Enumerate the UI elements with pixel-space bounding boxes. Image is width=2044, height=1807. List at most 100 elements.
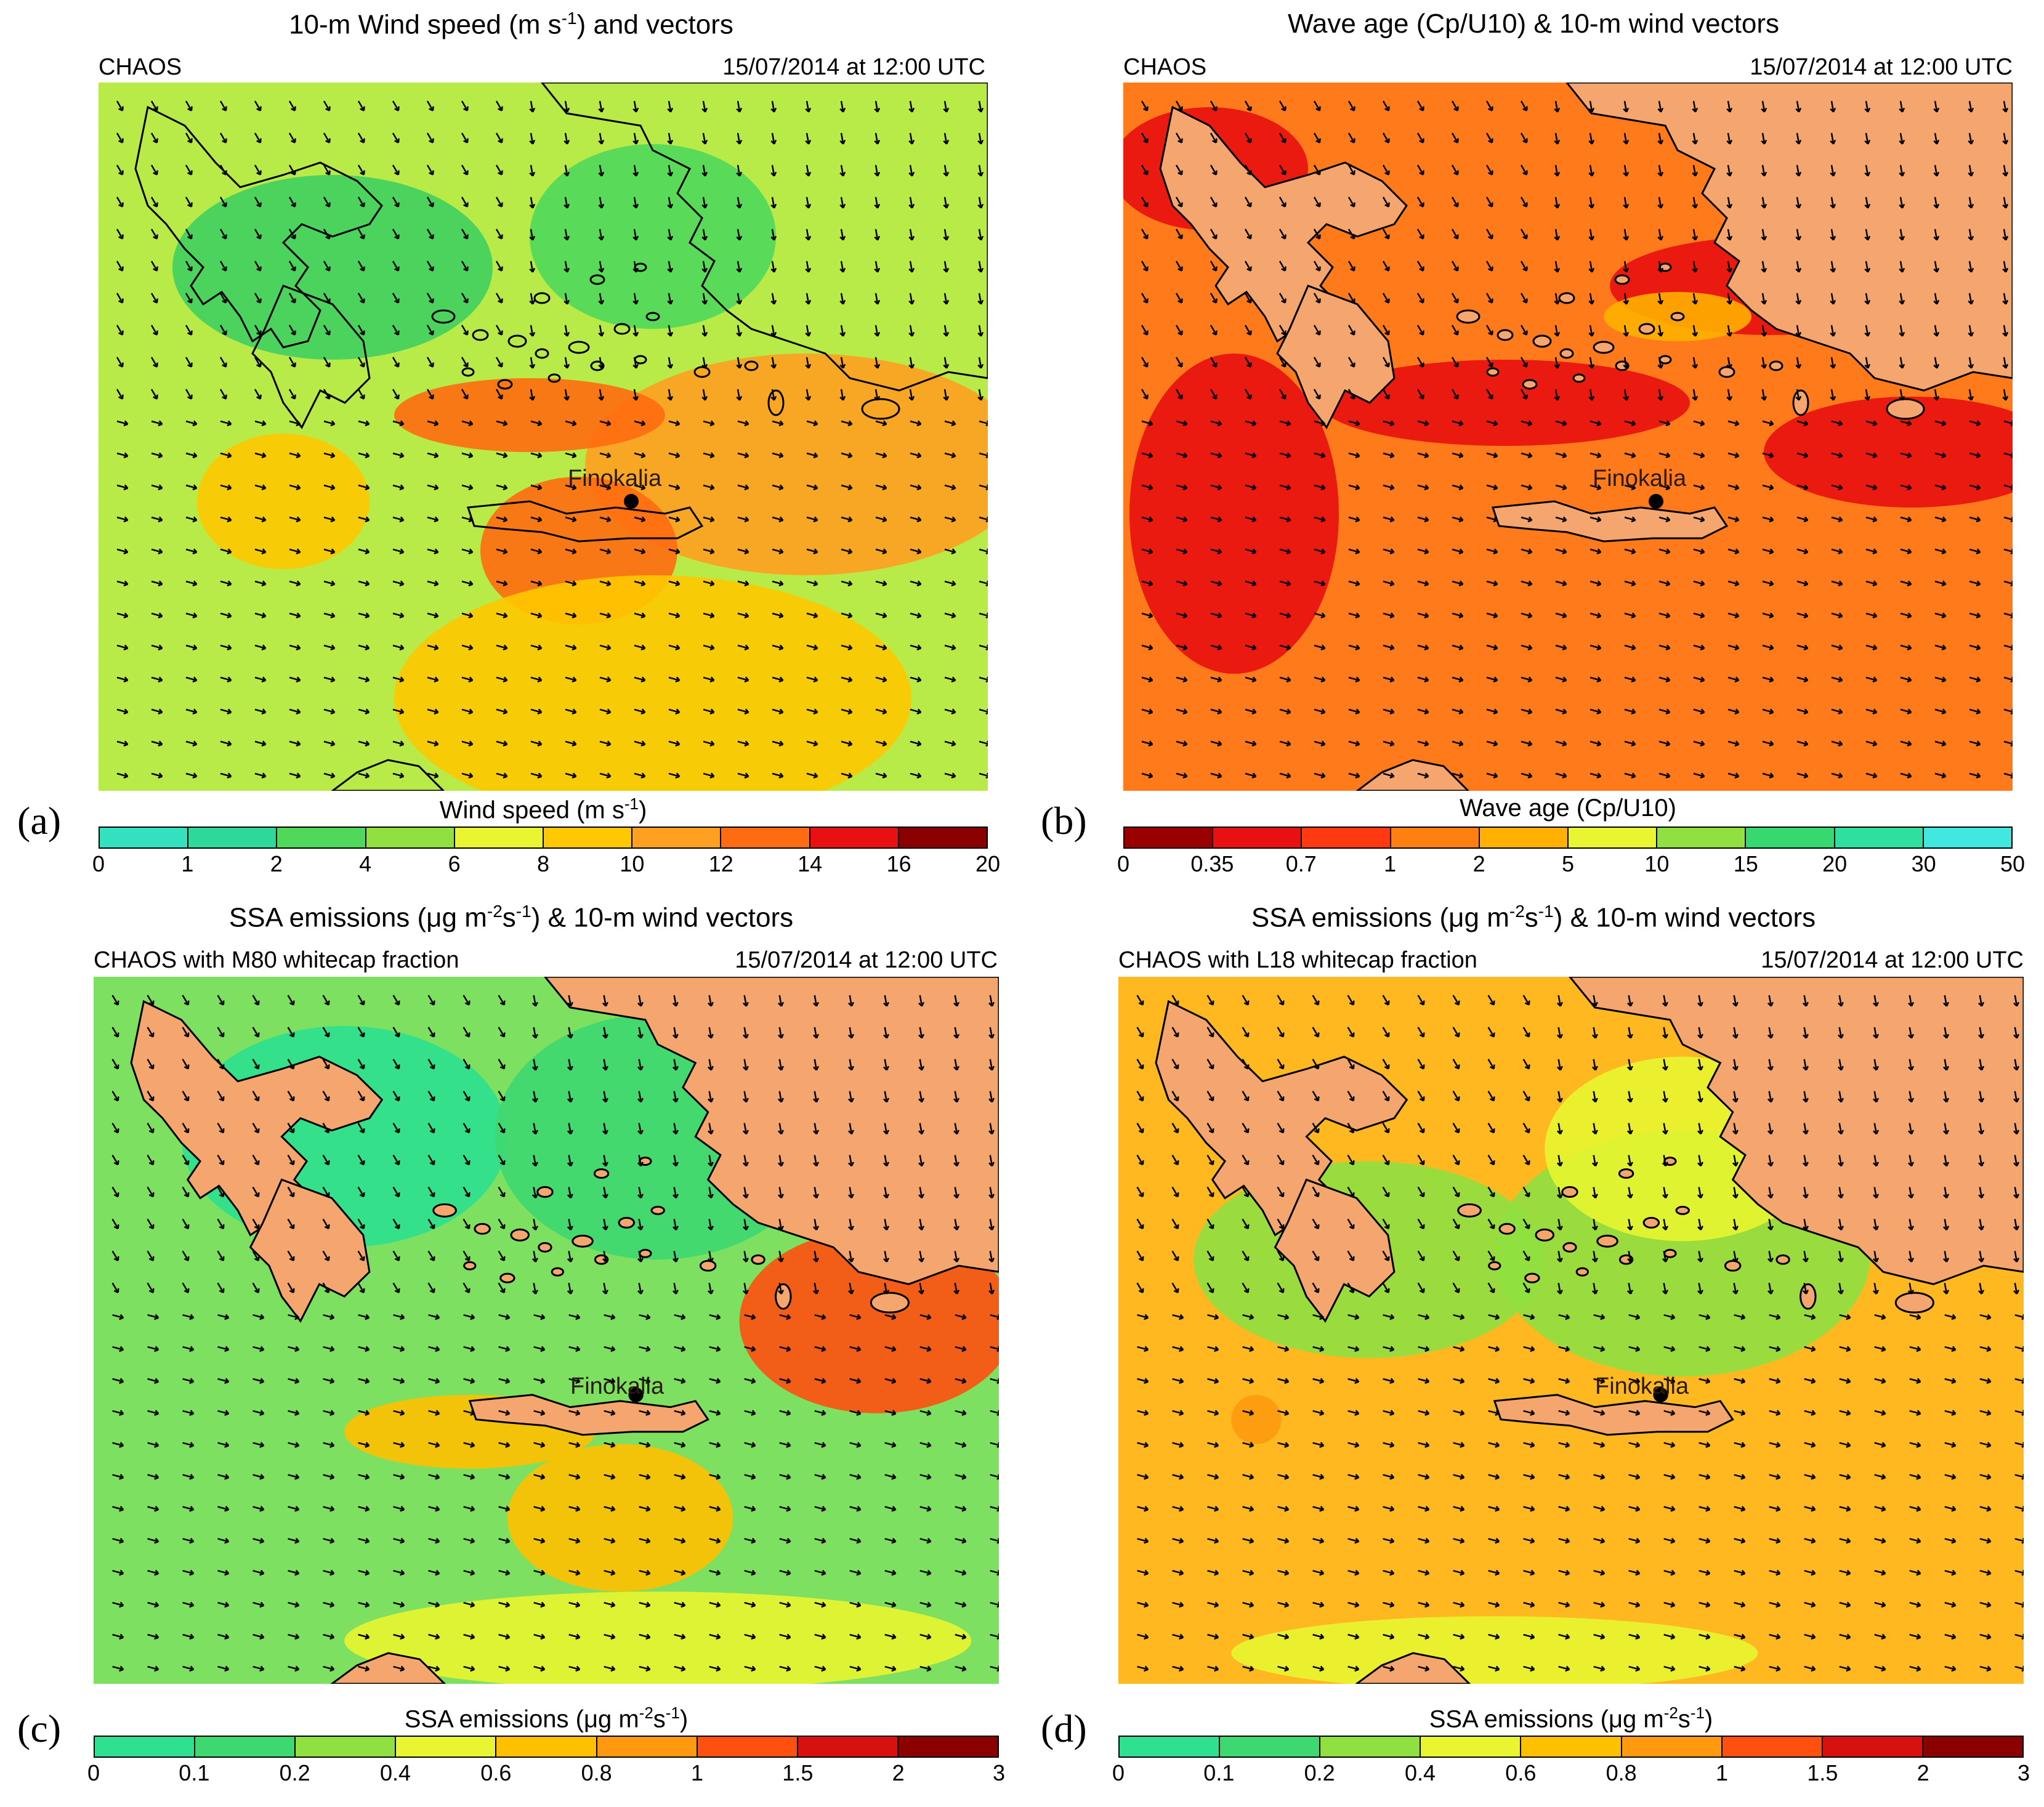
wind-vector: [287, 1027, 295, 1038]
wind-vector: [147, 1218, 155, 1230]
wind-vector: [772, 772, 784, 779]
wind-vector: [2014, 1633, 2024, 1640]
wind-vector: [323, 261, 331, 272]
wind-vector: [1968, 100, 1974, 113]
wind-vector: [288, 1506, 300, 1512]
wind-vector: [1313, 132, 1321, 144]
wind-vector: [1727, 548, 1740, 555]
wind-vector: [812, 1187, 819, 1199]
wind-vector: [1312, 1506, 1325, 1512]
wind-vector: [1626, 1219, 1633, 1231]
wind-vector: [116, 228, 124, 240]
wind-vector: [1909, 1410, 1921, 1416]
wind-vector: [427, 484, 439, 491]
wind-vector: [530, 452, 543, 459]
wind-vector: [495, 228, 503, 240]
wind-vector: [668, 484, 681, 491]
island-outline: [1498, 1223, 1516, 1235]
wind-vector: [777, 1123, 784, 1135]
wind-vector: [220, 516, 232, 523]
wind-vector: [1874, 1506, 1886, 1512]
wind-vector: [805, 293, 812, 305]
coastline-greece: [134, 105, 383, 349]
wind-vector: [1277, 1154, 1285, 1166]
colorbar-tick-label: 0: [1117, 851, 1130, 876]
wind-vector: [944, 676, 956, 683]
wind-vector: [1245, 548, 1257, 555]
wind-vector: [1658, 580, 1671, 587]
wind-vector: [323, 1346, 335, 1352]
wind-vector: [1242, 1506, 1254, 1512]
wind-vector: [1727, 676, 1740, 683]
wind-vector: [1416, 325, 1424, 336]
wind-vector: [674, 1410, 686, 1416]
wind-vector: [463, 1282, 471, 1293]
wind-vector: [1734, 1410, 1746, 1416]
wind-vector: [1488, 1601, 1500, 1608]
wind-vector: [529, 357, 536, 369]
wind-vector: [1658, 420, 1671, 427]
wind-vector: [1762, 676, 1774, 683]
wind-vector: [1136, 1091, 1144, 1102]
colorbar-segment: [1220, 1737, 1321, 1756]
wind-vector: [1933, 132, 1940, 145]
wind-vector: [955, 1378, 967, 1385]
wind-vector: [1210, 484, 1222, 491]
wind-vector: [1830, 164, 1836, 177]
wind-vector: [565, 484, 577, 491]
wind-vector: [1347, 1282, 1355, 1293]
colorbar: [99, 827, 988, 849]
wind-vector: [1979, 1506, 1992, 1512]
wind-vector: [2002, 132, 2009, 145]
wind-vector: [289, 420, 301, 427]
wind-vector: [116, 261, 124, 272]
wind-vector: [1839, 1378, 1851, 1385]
wind-vector: [1663, 1378, 1676, 1385]
wind-vector: [150, 389, 158, 400]
wind-vector: [1864, 325, 1871, 337]
wind-vector: [1206, 1122, 1214, 1134]
wind-vector: [2003, 516, 2013, 523]
wind-vector: [498, 1186, 506, 1198]
wind-vector: [1487, 1250, 1495, 1261]
wind-vector: [2002, 261, 2009, 273]
wind-vector: [426, 389, 434, 400]
wind-vector: [1277, 1346, 1290, 1352]
wind-vector: [498, 1346, 511, 1352]
wind-vector: [1418, 1442, 1430, 1448]
wind-vector: [1486, 420, 1498, 427]
wind-vector: [1242, 1378, 1254, 1385]
wind-vector: [2013, 1027, 2020, 1039]
island-outline: [474, 1223, 491, 1235]
wind-vector: [1383, 580, 1395, 587]
colorbar-tick-label: 2: [270, 851, 283, 876]
wind-vector: [884, 1442, 897, 1448]
wind-vector: [116, 484, 129, 491]
wind-vector: [1171, 1122, 1179, 1134]
colorbar-title: SSA emissions (μg m-2s-1): [404, 1704, 689, 1733]
wind-vector: [1176, 548, 1188, 555]
wind-vector: [1347, 1410, 1360, 1416]
wind-vector: [254, 164, 262, 176]
wind-vector: [147, 1537, 160, 1544]
wind-vector: [288, 100, 296, 111]
wind-vector: [2014, 1537, 2024, 1544]
wind-vector: [496, 612, 508, 619]
wind-vector: [598, 100, 605, 113]
wind-vector: [1347, 1601, 1360, 1608]
wind-vector: [530, 548, 543, 555]
wind-vector: [910, 676, 922, 683]
wind-vector: [1418, 1474, 1430, 1480]
wind-vector: [599, 612, 612, 619]
wind-vector: [111, 1091, 119, 1102]
wind-vector: [1242, 1537, 1254, 1544]
colorbar-segment: [899, 828, 987, 847]
wind-vector: [1837, 1091, 1844, 1103]
wind-vector: [495, 293, 503, 304]
wind-vector: [392, 1154, 400, 1166]
field-region: [394, 378, 665, 452]
wind-vector: [910, 772, 922, 779]
wind-vector: [220, 676, 232, 683]
wind-vector: [1727, 516, 1740, 523]
wind-vector: [639, 1506, 651, 1512]
